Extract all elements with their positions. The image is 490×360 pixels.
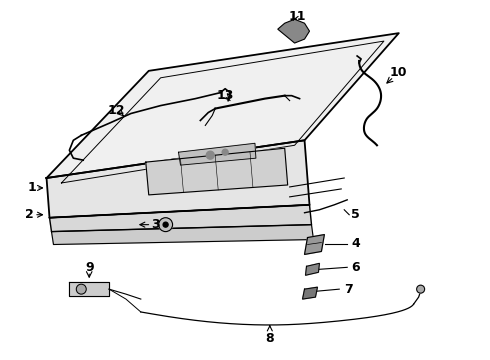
Text: 6: 6 — [351, 261, 360, 274]
Text: 7: 7 — [344, 283, 353, 296]
Polygon shape — [70, 282, 109, 296]
Circle shape — [159, 218, 172, 231]
Text: 4: 4 — [351, 237, 360, 250]
Text: 13: 13 — [217, 89, 234, 102]
Text: 5: 5 — [351, 208, 360, 221]
Polygon shape — [305, 235, 324, 255]
Polygon shape — [49, 205, 312, 231]
Polygon shape — [278, 19, 310, 43]
Text: 1: 1 — [27, 181, 43, 194]
Circle shape — [206, 151, 214, 159]
Polygon shape — [51, 225, 314, 244]
Text: 11: 11 — [289, 10, 306, 23]
Circle shape — [163, 222, 168, 227]
Circle shape — [416, 285, 425, 293]
Text: 8: 8 — [266, 326, 274, 345]
Circle shape — [76, 284, 86, 294]
Polygon shape — [302, 287, 318, 299]
Circle shape — [222, 149, 228, 155]
Text: 9: 9 — [85, 261, 94, 274]
Text: 10: 10 — [390, 66, 408, 79]
Text: 2: 2 — [25, 208, 43, 221]
Text: 3: 3 — [140, 218, 160, 231]
Polygon shape — [146, 148, 288, 195]
Polygon shape — [47, 33, 399, 178]
Text: 12: 12 — [107, 104, 125, 117]
Polygon shape — [306, 264, 319, 275]
Polygon shape — [47, 140, 310, 218]
Polygon shape — [178, 143, 256, 165]
